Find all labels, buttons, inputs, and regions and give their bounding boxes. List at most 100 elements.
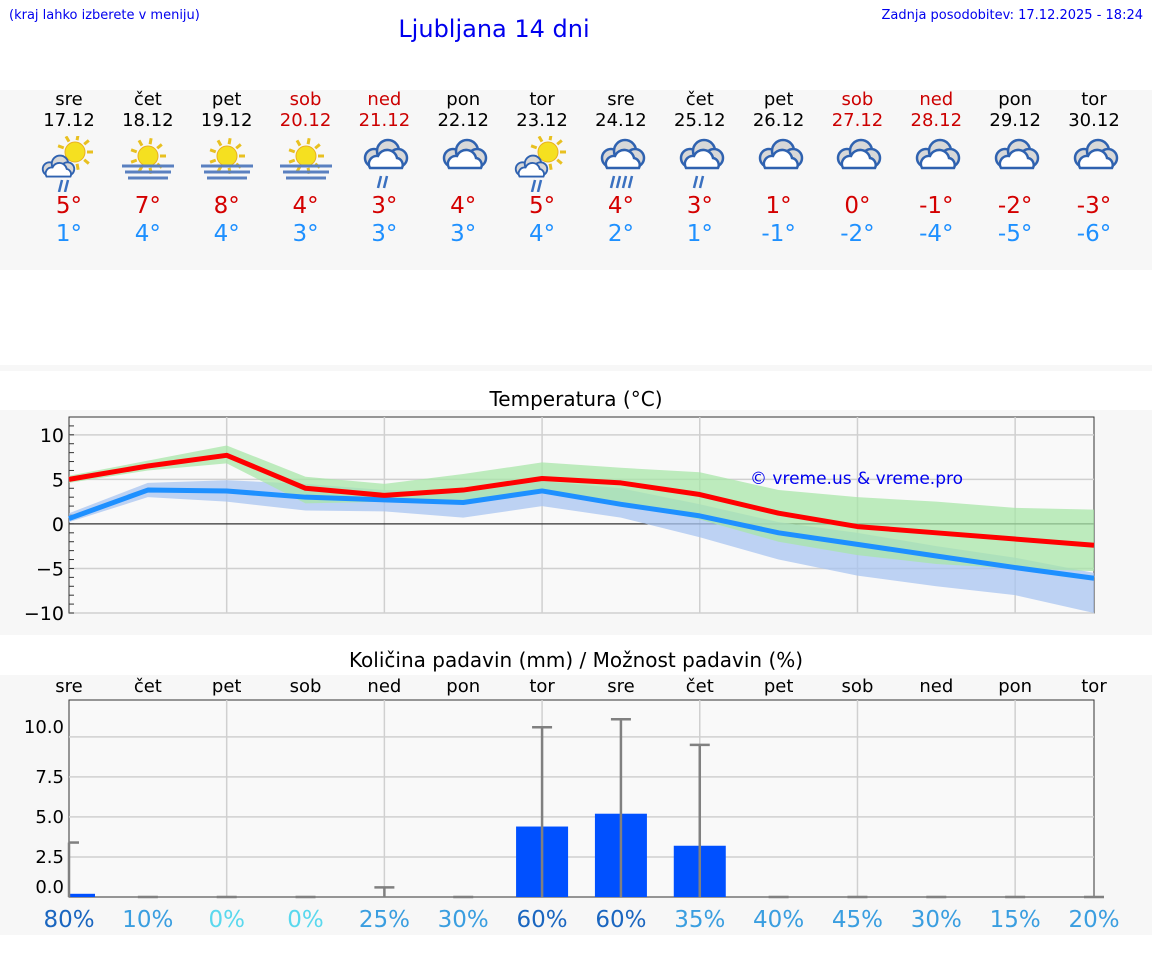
precipitation-probability: 25% [359, 907, 410, 933]
precipitation-chart: 10.0 7.5 5.0 2.5 0.0 sre 80% čet 10% pet 0% sob 0% ne… [24, 676, 1120, 933]
y-tick-label: 2.5 [35, 847, 64, 868]
day-date: 17.12 [43, 110, 95, 131]
day-column: pet 26.12 1° -1° [740, 90, 818, 248]
day-date: 18.12 [122, 110, 174, 131]
day-column: sre 17.12 5° 1° [30, 90, 108, 248]
day-column: ned 28.12 -1° -4° [897, 90, 975, 248]
cloudy-icon [916, 138, 961, 170]
y-tick-label: 7.5 [35, 767, 64, 788]
daily-forecast-strip: sre 17.12 5° 1° čet 18.12 7° 4° pet 19.12 … [0, 90, 1152, 270]
last-updated: Zadnja posodobitev: 17.12.2025 - 18:24 [881, 8, 1143, 23]
precipitation-chart-panel: 10.0 7.5 5.0 2.5 0.0 sre 80% čet 10% pet 0% sob 0% ne… [0, 675, 1152, 935]
sun-cloud-rain-icon [41, 136, 93, 192]
day-name: pon [446, 89, 481, 110]
day-date: 22.12 [437, 110, 489, 131]
day-name: ned [919, 89, 954, 110]
day-name: pet [211, 89, 242, 110]
temperature-chart-title: Temperatura (°C) [489, 387, 663, 411]
cloudy-icon [1073, 138, 1119, 170]
precipitation-probability: 20% [1068, 907, 1119, 933]
day-name: sre [55, 89, 83, 110]
min-temperature: -6° [1076, 221, 1112, 247]
min-temperature-line [68, 487, 1095, 581]
min-temperature: 4° [528, 221, 556, 247]
cloud-heavy-rain-icon [600, 138, 646, 189]
precipitation-probability: 40% [753, 907, 804, 933]
min-temperature: 3° [371, 221, 398, 247]
day-column: tor 30.12 -3° -6° [1055, 90, 1133, 248]
day-column: sob 27.12 0° -2° [818, 90, 896, 248]
y-tick-label: −5 [36, 558, 64, 580]
precipitation-bar [69, 893, 95, 897]
precipitation-probability: 15% [990, 907, 1041, 933]
day-name: sre [607, 89, 635, 110]
sun-fog-icon [121, 138, 174, 180]
max-temperature: 3° [686, 193, 713, 219]
min-temperature: 1° [55, 221, 83, 247]
precipitation-probability: 35% [674, 907, 725, 933]
max-temperature: -1° [919, 193, 954, 219]
plot-area [68, 699, 1095, 898]
precipitation-probability: 10% [122, 907, 173, 933]
max-temperature: -2° [997, 193, 1033, 219]
day-label: sob [842, 676, 874, 697]
sun-cloud-rain-icon [514, 136, 567, 192]
max-temperature-line [68, 452, 1095, 548]
precipitation-probability: 0% [287, 907, 324, 933]
precipitation-probability: 45% [832, 907, 883, 933]
day-label: tor [529, 676, 555, 697]
y-tick-label: 10 [40, 425, 64, 447]
day-name: pon [998, 89, 1033, 110]
day-date: 20.12 [279, 110, 332, 131]
day-name: ned [367, 89, 402, 110]
divider [0, 365, 1152, 371]
day-column: pon 22.12 4° 3° [424, 90, 502, 248]
cloud-rain-icon [364, 138, 409, 189]
day-column: sre 24.12 4° 2° [582, 90, 660, 248]
day-label: čet [134, 676, 162, 697]
day-name: čet [685, 89, 714, 110]
day-label: ned [919, 676, 953, 697]
min-temperature: 3° [292, 221, 319, 247]
max-temperature: 7° [134, 193, 161, 219]
day-label: pon [446, 676, 480, 697]
day-date: 29.12 [989, 110, 1041, 131]
sun-fog-icon [279, 138, 332, 180]
day-label: pon [998, 676, 1032, 697]
day-label: pet [212, 676, 242, 697]
precipitation-probability: 30% [911, 907, 962, 933]
max-temperature: -3° [1076, 193, 1112, 219]
cloudy-icon [442, 138, 488, 170]
day-column: čet 25.12 3° 1° [661, 90, 739, 248]
max-temperature: 4° [292, 193, 319, 219]
day-date: 26.12 [752, 110, 805, 131]
precipitation-probability: 80% [43, 907, 94, 933]
cloudy-icon [994, 138, 1040, 170]
day-date: 28.12 [910, 110, 963, 131]
day-column: tor 23.12 5° 4° [503, 90, 581, 248]
y-tick-label: −10 [24, 603, 64, 625]
day-column: pet 19.12 8° 4° [188, 90, 266, 248]
day-column: ned 21.12 3° 3° [345, 90, 423, 248]
location-hint: (kraj lahko izberete v meniju) [9, 8, 200, 23]
day-column: sob 20.12 4° 3° [267, 90, 345, 248]
day-label: čet [686, 676, 714, 697]
max-temperature: 4° [450, 193, 477, 219]
y-tick-label: 10.0 [24, 717, 64, 738]
max-temperature: 8° [213, 193, 240, 219]
max-temperature: 5° [528, 193, 556, 219]
min-temperature: 4° [213, 221, 240, 247]
day-label: tor [1081, 676, 1107, 697]
precipitation-chart-title: Količina padavin (mm) / Možnost padavin … [348, 648, 804, 672]
min-temperature: -2° [840, 221, 875, 247]
sun-fog-icon [200, 138, 253, 180]
day-label: sob [290, 676, 322, 697]
temperature-chart: 10 5 0 −5 −10 © vreme.us & vreme.pro [24, 416, 1095, 625]
cloudy-icon [837, 138, 882, 170]
day-date: 23.12 [516, 110, 568, 131]
min-temperature: 4° [134, 221, 161, 247]
day-name: tor [529, 89, 555, 110]
y-tick-label: 5.0 [35, 807, 64, 828]
watermark: © vreme.us & vreme.pro [750, 469, 963, 489]
y-tick-label: 0 [52, 514, 64, 536]
